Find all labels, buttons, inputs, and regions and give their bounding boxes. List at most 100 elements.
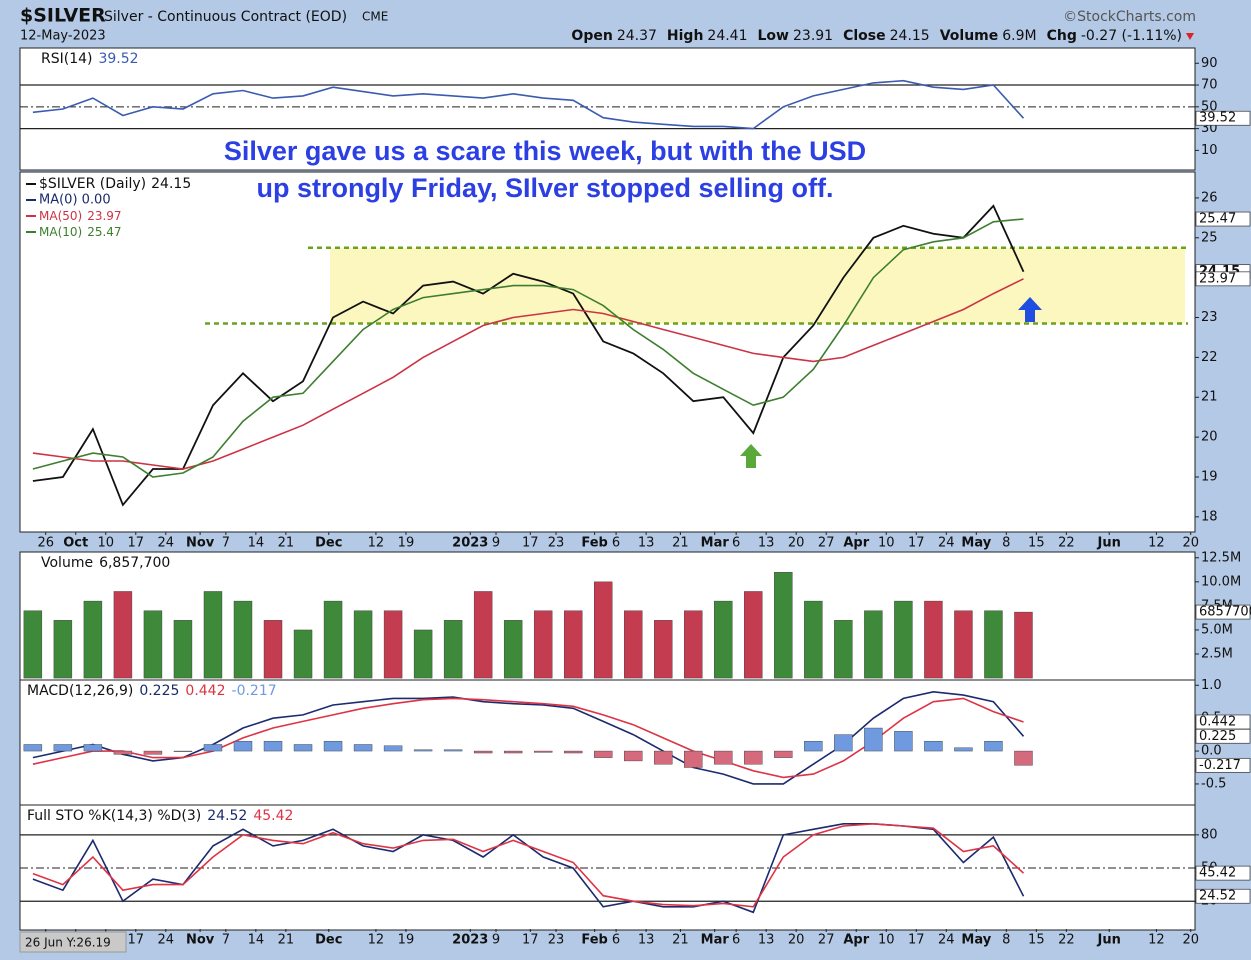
x-tick-label: 6 bbox=[612, 536, 620, 551]
value-tag: 39.52 bbox=[1195, 110, 1251, 126]
bar bbox=[954, 610, 973, 679]
bar bbox=[533, 750, 553, 753]
value-tag-label: 0.442 bbox=[1199, 714, 1236, 729]
value-tag-box bbox=[1195, 211, 1251, 227]
value-tag: 25.47 bbox=[1195, 211, 1251, 227]
value-tag-box bbox=[1195, 865, 1251, 881]
value-tag-label: 23.97 bbox=[1199, 271, 1236, 286]
bar bbox=[443, 620, 463, 679]
panel bbox=[19, 47, 1196, 171]
bar bbox=[864, 727, 883, 752]
bar bbox=[834, 734, 853, 752]
quote-label: Volume bbox=[940, 28, 999, 44]
bar bbox=[143, 610, 163, 679]
y-tick-label: 12.5M bbox=[1201, 550, 1241, 565]
bar bbox=[473, 750, 493, 754]
value-tag-box bbox=[1195, 110, 1251, 126]
y-tick-label: 1.0 bbox=[1201, 678, 1222, 693]
bar bbox=[353, 744, 373, 752]
quote-value: 24.37 bbox=[617, 28, 657, 44]
x-tick-label: 21 bbox=[278, 933, 295, 948]
y-tick-label: 10 bbox=[1201, 143, 1218, 158]
bar bbox=[684, 610, 703, 679]
bar bbox=[864, 610, 883, 679]
bar bbox=[203, 591, 223, 679]
bar bbox=[774, 750, 793, 758]
x-tick-label: 20 bbox=[1182, 536, 1199, 551]
quote-label: Chg bbox=[1047, 28, 1077, 44]
x-tick-label: May bbox=[961, 536, 991, 551]
quote-value: 23.91 bbox=[793, 28, 833, 44]
x-tick-label: 9 bbox=[492, 536, 500, 551]
legend-entry: $SILVER (Daily) 24.15 bbox=[39, 176, 191, 192]
series-line bbox=[32, 697, 1024, 779]
bar bbox=[744, 750, 763, 765]
quote-value: 6.9M bbox=[1002, 28, 1036, 44]
value-tag: 0.225 bbox=[1195, 729, 1251, 744]
y-tick-label: 0.0 bbox=[1201, 744, 1222, 759]
x-tick-label: 12 bbox=[368, 536, 385, 551]
bar bbox=[293, 744, 313, 752]
status-box bbox=[19, 931, 127, 953]
value-tag-label: 6857700 bbox=[1199, 605, 1251, 620]
description: Silver - Continuous Contract (EOD) bbox=[104, 9, 347, 25]
bar bbox=[143, 750, 163, 755]
bar bbox=[984, 610, 1003, 679]
bar bbox=[503, 750, 523, 754]
bar bbox=[353, 610, 373, 679]
x-tick-label: Dec bbox=[315, 933, 342, 948]
x-tick-label: Mar bbox=[701, 536, 730, 551]
bar bbox=[654, 750, 673, 765]
quote-label: High bbox=[667, 28, 704, 44]
bar bbox=[323, 740, 343, 752]
legend-value: 6,857,700 bbox=[99, 555, 170, 571]
legend-value: -0.217 bbox=[232, 683, 277, 699]
x-tick-label: 24 bbox=[158, 536, 175, 551]
down-triangle bbox=[1186, 33, 1194, 40]
y-tick-label: 23 bbox=[1201, 310, 1218, 325]
x-tick-label: 24 bbox=[938, 933, 955, 948]
legend: RSI(14) 39.52 bbox=[41, 51, 139, 67]
x-tick-label: 21 bbox=[278, 536, 295, 551]
x-tick-label: 22 bbox=[1058, 536, 1075, 551]
bar bbox=[834, 620, 853, 679]
x-tick-label: 23 bbox=[548, 536, 565, 551]
green-arrow bbox=[740, 444, 762, 468]
annotation: Silver gave us a scare this week, but wi… bbox=[224, 136, 866, 166]
quote: Open 24.37 High 24.41 Low 23.91 Close 24.15 Volu… bbox=[571, 28, 1182, 44]
legend-name: MA(50) bbox=[39, 209, 82, 223]
legend-value: 45.42 bbox=[253, 808, 293, 824]
bar bbox=[203, 744, 223, 752]
value-tag-label: 39.52 bbox=[1199, 111, 1236, 126]
y-tick-label: 22 bbox=[1201, 350, 1218, 365]
bar bbox=[323, 600, 343, 679]
bar bbox=[984, 740, 1003, 752]
series-line bbox=[32, 218, 1024, 478]
bar bbox=[263, 740, 283, 752]
x-tick-label: 10 bbox=[878, 536, 895, 551]
x-tick-label: 23 bbox=[548, 933, 565, 948]
x-tick-label: 24 bbox=[158, 933, 175, 948]
symbol: $SILVER bbox=[20, 5, 106, 27]
x-tick-label: 21 bbox=[672, 933, 689, 948]
value-tag-box bbox=[1195, 757, 1251, 773]
x-tick-label: 10 bbox=[878, 933, 895, 948]
x-tick-label: Jun bbox=[1097, 536, 1121, 551]
bar bbox=[23, 744, 43, 752]
legend-entry: MA(0) 0.00 bbox=[39, 193, 111, 208]
legend-title: Full STO %K(14,3) %D(3) bbox=[27, 808, 201, 824]
quote-value: -0.27 (-1.11%) bbox=[1081, 28, 1182, 44]
value-tag: 0.442 bbox=[1195, 714, 1251, 729]
bar bbox=[594, 581, 613, 679]
x-tick-label: Jun bbox=[1097, 933, 1121, 948]
x-tick-label: 27 bbox=[818, 933, 835, 948]
bar bbox=[924, 600, 943, 679]
bar bbox=[53, 744, 73, 752]
bar bbox=[83, 744, 103, 752]
x-tick-label: 8 bbox=[1002, 933, 1010, 948]
x-tick-label: 9 bbox=[492, 933, 500, 948]
x-tick-label: 8 bbox=[1002, 536, 1010, 551]
value-tag: -0.217 bbox=[1195, 757, 1251, 773]
legend-value: 24.52 bbox=[207, 808, 247, 824]
x-tick-label: Nov bbox=[186, 536, 215, 551]
